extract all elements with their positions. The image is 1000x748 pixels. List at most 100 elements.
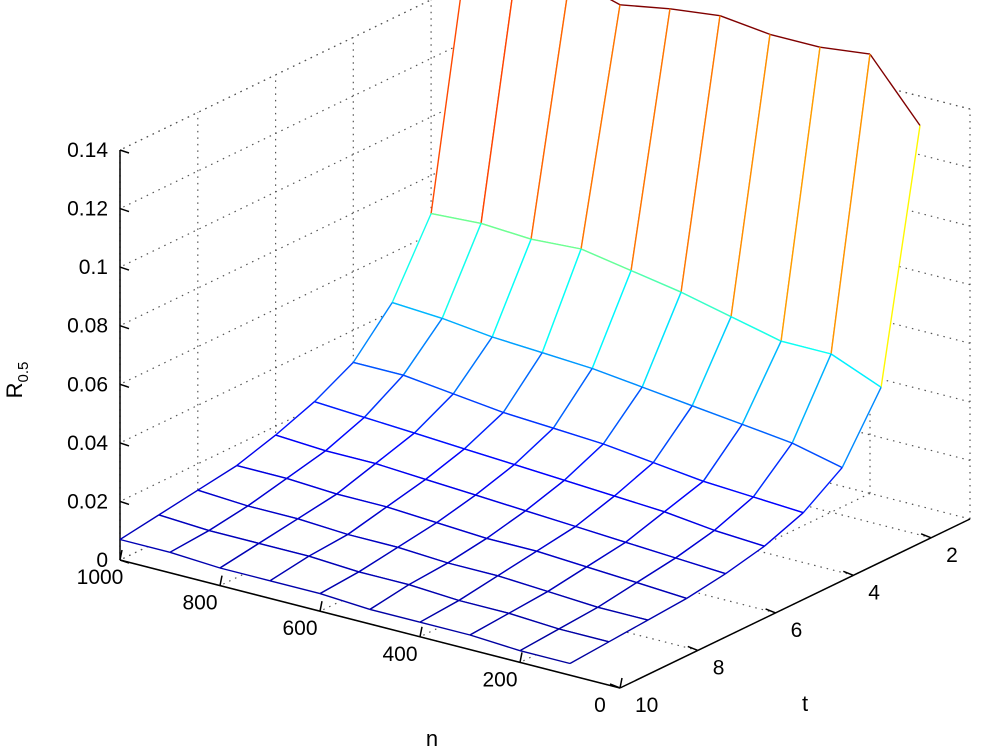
z-axis-title: R0.5 [2,362,32,399]
surface-patch [520,629,609,664]
y-tick-mark [609,683,621,689]
surface-patch [642,292,732,406]
surface-edge [403,374,454,395]
surface-patch [514,428,604,481]
surface-edge [586,566,637,584]
surface-edge [436,494,477,524]
surface-patch [442,223,532,337]
surface-edge [480,0,513,224]
surface-edge [452,336,493,395]
surface-edge [830,54,871,355]
surface-edge [319,592,371,611]
surface-edge [819,46,871,55]
z-tick-label: 0.14 [67,139,108,162]
surface-edge [514,463,565,481]
x-axis-title: n [426,726,438,748]
surface-edge [613,462,654,497]
axis-labels: n t R0.5 [2,362,808,748]
surface-edge [597,606,648,621]
surface-edge [541,352,593,370]
surface-edge [486,537,537,552]
surface-edge [508,590,549,614]
surface-edge [453,393,504,414]
surface-edge [391,213,432,303]
surface-patch [236,435,326,479]
surface-patch [831,54,920,388]
surface-edge [463,411,504,450]
surface-patch [586,542,676,583]
x-tick-mark [619,677,623,689]
surface-patch [558,607,648,642]
surface-patch [664,481,754,531]
surface-edge [486,510,527,539]
surface-edge [641,386,693,407]
surface-edge [219,567,271,582]
surface-edge [169,551,221,569]
surface-edge [503,411,554,429]
surface-edge [319,571,360,595]
surface-patch [503,352,593,429]
surface-edge [413,393,454,434]
surface-edge [458,599,510,614]
surface-edge [791,353,832,444]
surface-edge [247,477,288,507]
surface-edge [508,612,560,630]
surface-edge [691,405,743,426]
surface-edge [436,522,487,540]
surface-edge [308,533,349,557]
surface-patch [347,506,437,548]
surface-patch [653,405,743,482]
surface-patch [575,496,665,543]
z-tick-label: 0.1 [79,256,108,279]
surface-edge [375,462,426,481]
surface-patch [681,15,770,317]
surface-edge [686,573,726,599]
x-tick-mark [519,652,523,663]
surface-edge [408,584,460,602]
surface-patch [220,543,309,581]
surface-edge [675,529,715,559]
y-tick-label: 2 [946,544,958,567]
surface-patch [542,249,632,369]
surface-edge [680,291,732,318]
surface-edge [169,529,210,553]
surface-edge [325,416,365,452]
surface-patch [364,375,454,434]
y-tick-mark [920,533,932,539]
surface-edge [802,467,843,514]
surface-edge [602,386,643,445]
surface-patch [397,522,487,563]
y-axis-title: t [802,691,808,716]
surface-mesh [119,0,921,665]
surface-edge [869,53,921,126]
z-axis-title-main: R [2,382,27,398]
surface-edge [664,511,715,532]
surface-patch [625,511,715,558]
surface-edge [636,557,676,584]
surface-edge [780,47,821,342]
surface-patch [453,337,543,413]
surface-edge [347,533,398,548]
surface-edge [536,525,576,552]
surface-edge [730,34,771,317]
surface-patch [497,551,587,592]
surface-edge [580,4,621,250]
z-tick-mark [119,266,130,271]
surface-edge [597,582,638,608]
surface-edge [619,4,671,10]
surface-edge [441,223,482,319]
surface-edge [236,434,277,467]
surface-patch [714,497,804,547]
surface-edge [547,566,588,593]
z-tick-mark [119,324,130,330]
surface-edge [469,612,510,636]
surface-edge [497,575,549,593]
x-tick-mark [319,601,323,612]
surface-edge [608,619,649,643]
surface-edge [553,427,604,445]
surface-edge [552,368,593,429]
y-tick-mark [687,645,699,652]
surface-patch [414,393,504,449]
surface-edge [752,442,793,498]
